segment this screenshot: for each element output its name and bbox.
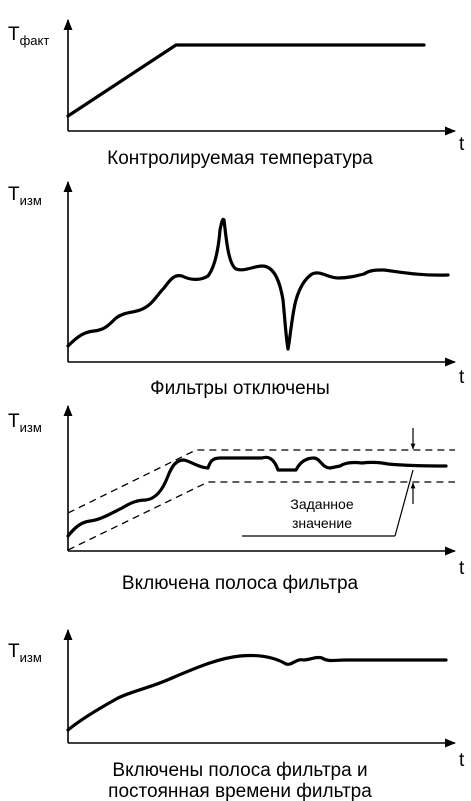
annotation-line-1: Заданное bbox=[290, 496, 353, 512]
x-axis-label: t bbox=[459, 134, 465, 155]
measured-curve bbox=[66, 217, 450, 351]
x-axis-label: t bbox=[459, 558, 465, 579]
y-axis-label: Tизм bbox=[8, 184, 42, 208]
panel-controlled-temperature: Tфакт t Контролируемая температура bbox=[8, 18, 465, 169]
caption-3: Включена полоса фильтра bbox=[122, 573, 359, 594]
x-axis-label: t bbox=[459, 750, 465, 771]
y-axis-label: Tизм bbox=[8, 411, 42, 435]
measured-curve bbox=[66, 455, 448, 538]
panel-filter-band: Tизм t Заданное значение Включена полоса… bbox=[8, 404, 465, 594]
temperature-curve bbox=[66, 43, 426, 118]
annotation-line-2: значение bbox=[292, 515, 352, 531]
y-axis-label: Tфакт bbox=[8, 24, 49, 48]
caption-1: Контролируемая температура bbox=[107, 148, 373, 169]
panel-filters-disabled: Tизм t Фильтры отключены bbox=[8, 180, 465, 399]
caption-4-line-1: Включены полоса фильтра и bbox=[112, 760, 367, 781]
x-axis-label: t bbox=[459, 367, 465, 388]
panel-filter-band-time-constant: Tизм t Включены полоса фильтра и постоян… bbox=[8, 628, 465, 801]
y-axis-label: Tизм bbox=[8, 641, 42, 665]
filter-band-upper bbox=[67, 449, 455, 514]
filter-band-lower bbox=[67, 481, 455, 551]
caption-4-line-2: постоянная времени фильтра bbox=[108, 781, 372, 801]
caption-2: Фильтры отключены bbox=[150, 378, 330, 399]
annotation-leader bbox=[394, 469, 414, 537]
filtered-curve bbox=[66, 653, 448, 732]
